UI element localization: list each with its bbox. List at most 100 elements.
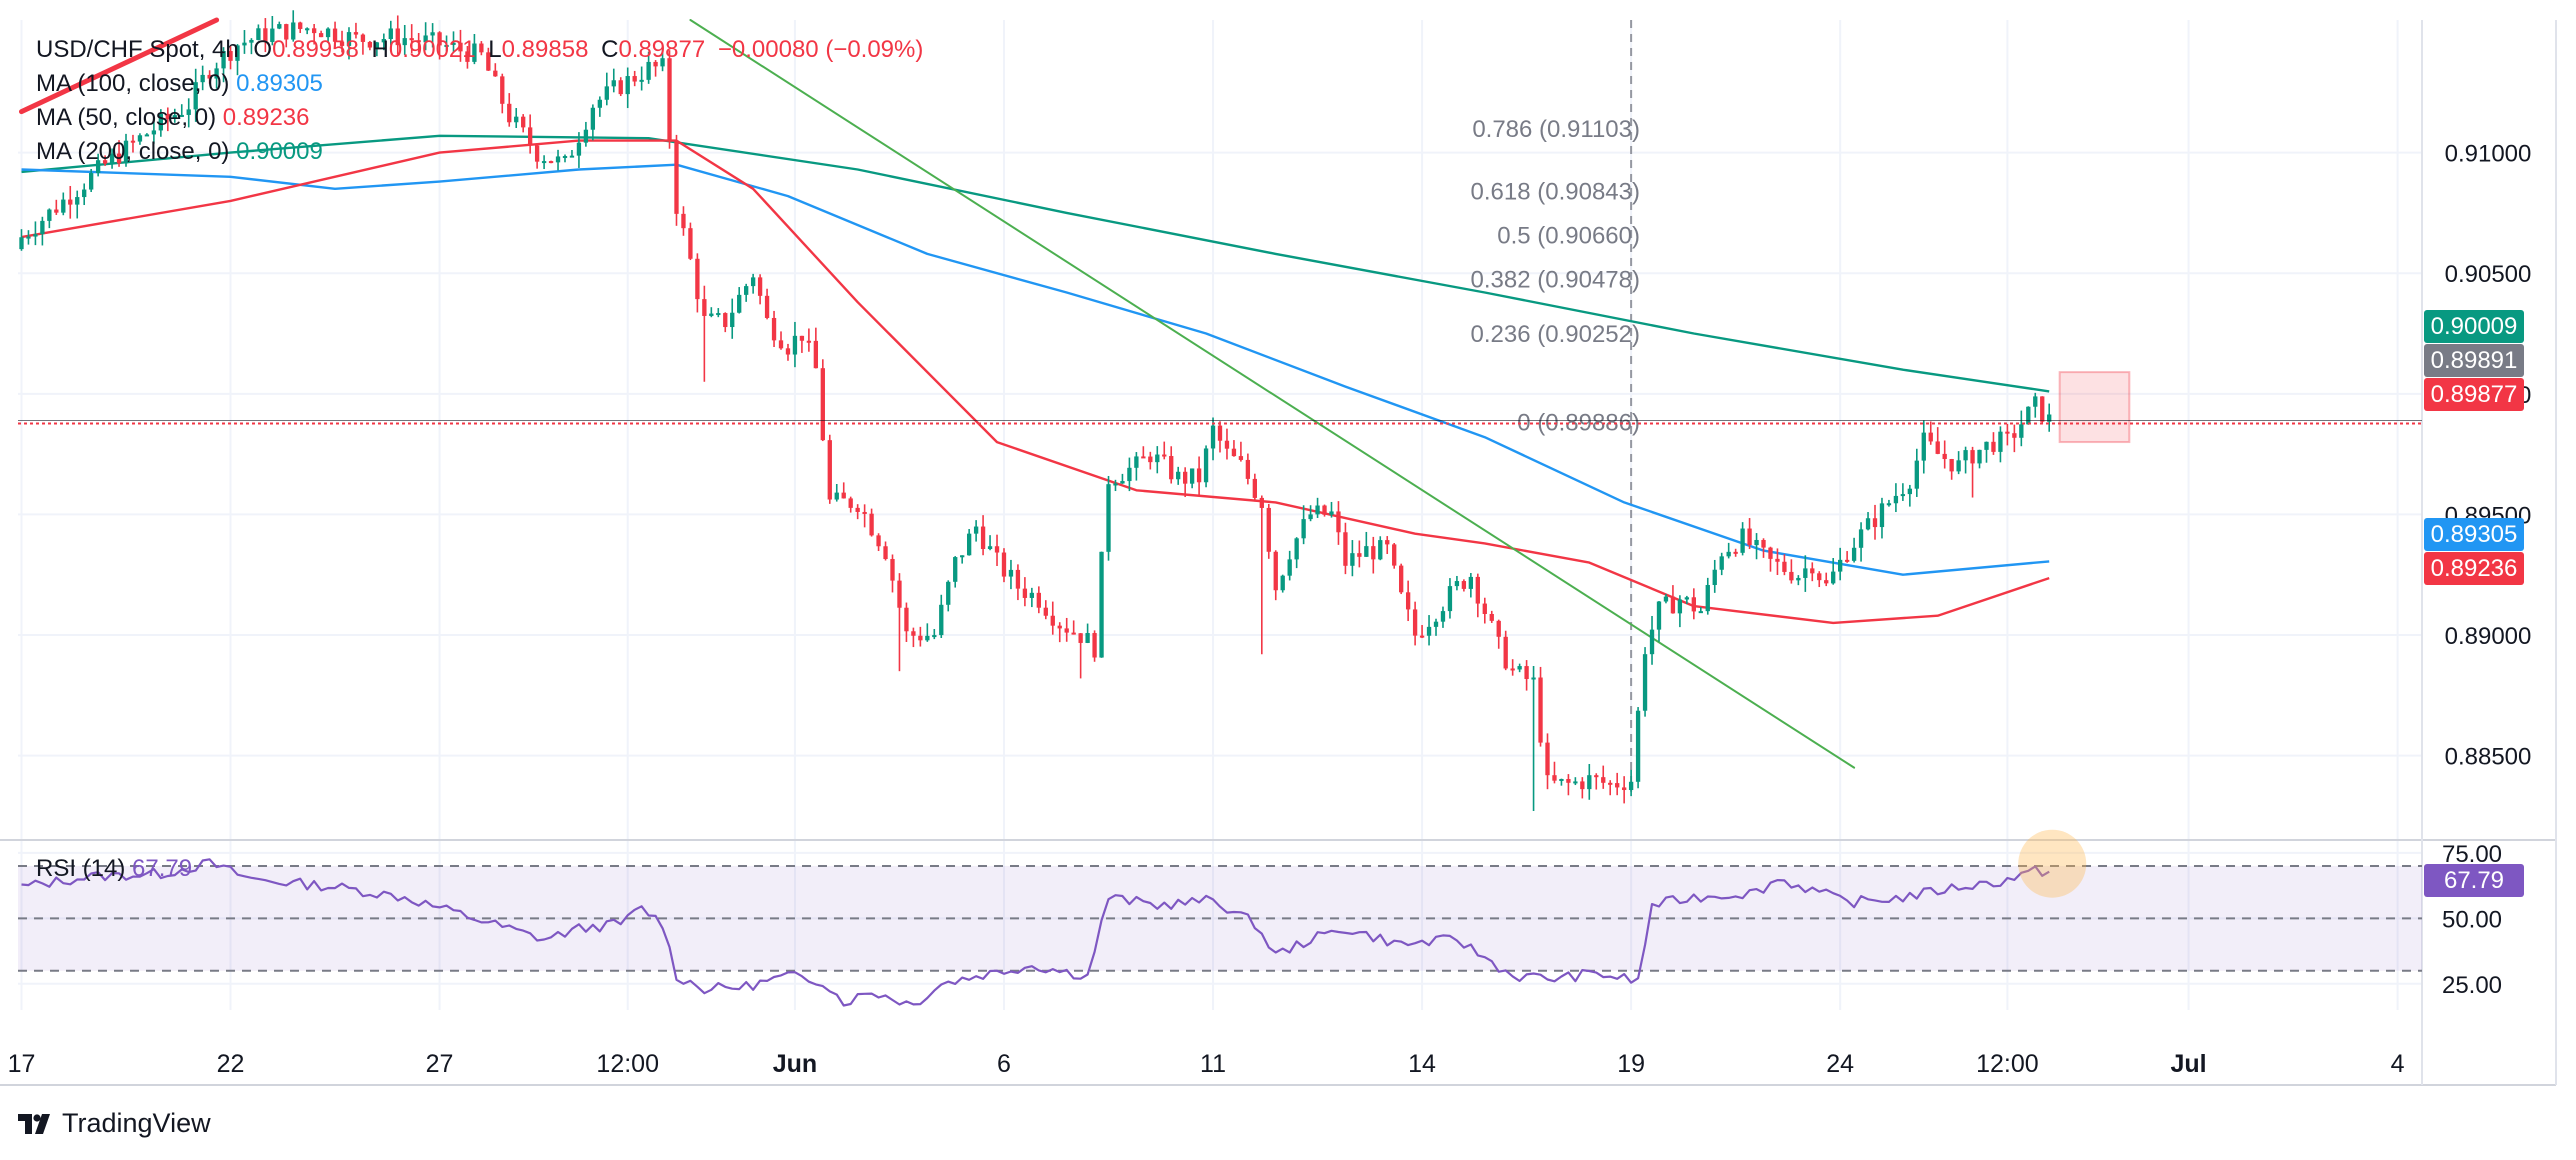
candle-body xyxy=(1726,551,1731,557)
candle-body xyxy=(611,80,616,87)
candle-body xyxy=(730,312,735,328)
candle-body xyxy=(1879,503,1885,528)
candle-body xyxy=(451,42,456,45)
candle-body xyxy=(2005,431,2010,434)
candle-body xyxy=(1259,497,1264,508)
ma50-legend[interactable]: MA (50, close, 0) 0.89236 xyxy=(36,104,310,132)
candle-body xyxy=(897,580,902,608)
candle-body xyxy=(848,498,853,508)
thick-red-trendline[interactable] xyxy=(18,17,220,115)
ma200-legend[interactable]: MA (200, close, 0) 0.90009 xyxy=(36,138,323,166)
candle-body xyxy=(381,38,386,43)
candle-body xyxy=(1977,449,1982,464)
candle-body xyxy=(1405,592,1411,610)
highlight-rectangle[interactable] xyxy=(2058,371,2131,444)
y-tick-label: 0.90500 xyxy=(2445,261,2532,288)
candle-body xyxy=(1454,581,1460,587)
current-price-line xyxy=(18,419,2422,425)
ohlc-legend: USD/CHF Spot, 4h O0.89958 H0.90021 L0.89… xyxy=(36,36,923,64)
ma50-value: 0.89236 xyxy=(222,104,310,131)
x-tick-label: 17 xyxy=(8,1050,36,1078)
candle-body xyxy=(1001,552,1007,577)
fib-retracement[interactable]: 0.786 (0.91103) 0.618 (0.90843) 0.5 (0.906… xyxy=(1471,20,1640,792)
low-label: L xyxy=(488,36,502,63)
high-value: 0.90021 xyxy=(388,36,476,63)
rsi-legend[interactable]: RSI (14) 67.79 xyxy=(36,855,192,883)
candle-body xyxy=(165,113,170,119)
candle-body xyxy=(1684,597,1690,600)
candle-body xyxy=(527,127,533,146)
candle-body xyxy=(946,581,951,605)
candle-body xyxy=(332,28,338,42)
candle-body xyxy=(1844,559,1850,562)
candle-body xyxy=(395,28,400,46)
candle-body xyxy=(1099,551,1104,658)
rsi-y-tick-label: 50.00 xyxy=(2442,906,2502,933)
candle-body xyxy=(193,82,198,110)
candle-body xyxy=(207,74,212,79)
candle-body xyxy=(1015,569,1021,589)
candle-body xyxy=(465,51,470,62)
candle-body xyxy=(1169,456,1174,480)
trendlines[interactable] xyxy=(18,17,1856,769)
candle-body xyxy=(1851,547,1857,561)
candle-body xyxy=(458,42,463,52)
candle-body xyxy=(514,116,519,123)
candle-body xyxy=(778,340,784,349)
candle-body xyxy=(1538,677,1543,743)
y-tick-label: 0.88500 xyxy=(2445,744,2532,771)
candle-body xyxy=(632,76,637,82)
candle-body xyxy=(1203,448,1209,483)
fib-level-label: 0.236 (0.90252) xyxy=(1471,321,1640,348)
ma100-price-tag: 0.89305 xyxy=(2424,518,2524,551)
candle-body xyxy=(1378,540,1383,560)
candle-body xyxy=(291,22,296,40)
tradingview-logo[interactable]: TradingView xyxy=(18,1108,211,1139)
open-label: O xyxy=(253,36,273,63)
candle-body xyxy=(284,24,289,40)
candle-body xyxy=(1503,636,1508,669)
candle-body xyxy=(709,313,714,316)
candle-body xyxy=(1322,505,1327,515)
candle-body xyxy=(1621,787,1627,791)
highlight-zone[interactable] xyxy=(2058,371,2131,444)
candle-body xyxy=(1998,431,2003,452)
candle-body xyxy=(1217,425,1223,441)
candle-body xyxy=(534,145,540,162)
candle-body xyxy=(1761,539,1766,548)
ma100-label: MA (100, close, 0) xyxy=(36,70,230,97)
candle-body xyxy=(256,28,261,40)
candle-body xyxy=(932,635,937,638)
candle-body xyxy=(1831,571,1836,584)
green-downtrend-line[interactable] xyxy=(689,19,1856,769)
candle-body xyxy=(590,107,596,130)
candle-body xyxy=(423,35,428,43)
candle-body xyxy=(1022,588,1028,598)
candle-body xyxy=(1510,668,1515,671)
symbol-label[interactable]: USD/CHF Spot, 4h xyxy=(36,36,239,63)
candle-body xyxy=(1712,569,1717,585)
y-tick-label: 0.91000 xyxy=(2445,141,2532,168)
candle-body xyxy=(1224,440,1230,449)
candle-body xyxy=(1120,481,1125,484)
candle-body xyxy=(437,32,442,46)
x-tick-label: 27 xyxy=(426,1050,454,1078)
candle-body xyxy=(744,286,749,295)
candle-body xyxy=(1308,514,1313,520)
ma100-legend[interactable]: MA (100, close, 0) 0.89305 xyxy=(36,70,323,98)
candle-body xyxy=(33,234,38,237)
candle-body xyxy=(1803,568,1808,578)
candle-body xyxy=(1329,511,1334,515)
candle-body xyxy=(1824,580,1829,584)
candle-body xyxy=(855,507,860,512)
candle-body xyxy=(757,277,763,296)
candle-body xyxy=(221,51,226,69)
candle-body xyxy=(939,604,944,636)
high-label: H xyxy=(371,36,389,63)
candle-body xyxy=(862,511,867,514)
candle-body xyxy=(1252,478,1258,498)
candle-body xyxy=(1705,584,1710,612)
candle-body xyxy=(1552,775,1557,781)
candle-body xyxy=(820,368,825,441)
